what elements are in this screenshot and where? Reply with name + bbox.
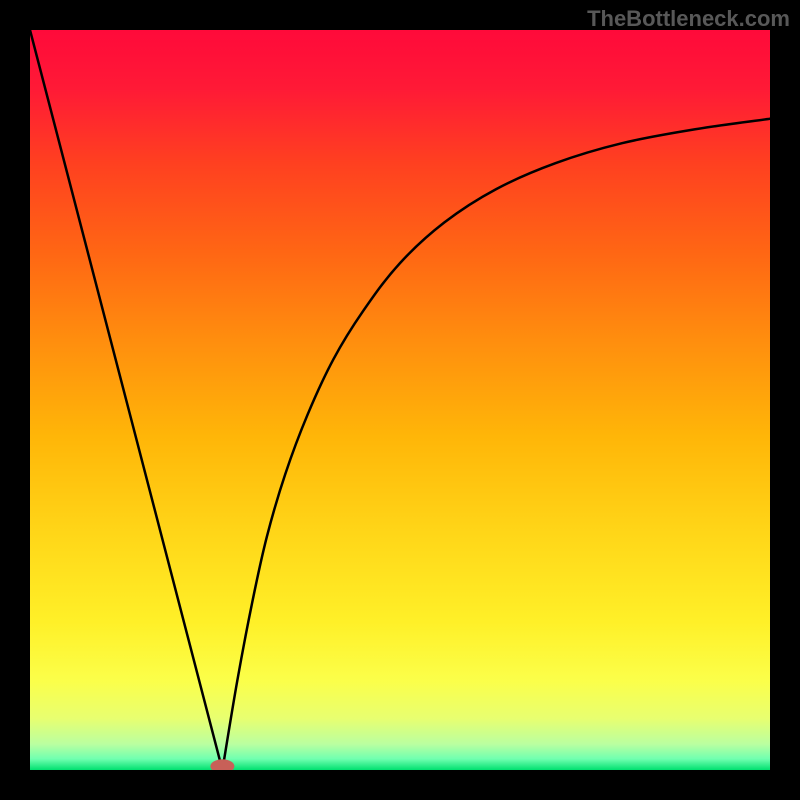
- gradient-background: [30, 30, 770, 770]
- watermark-label: TheBottleneck.com: [587, 6, 790, 32]
- plot-area: [30, 30, 770, 770]
- chart-stage: TheBottleneck.com: [0, 0, 800, 800]
